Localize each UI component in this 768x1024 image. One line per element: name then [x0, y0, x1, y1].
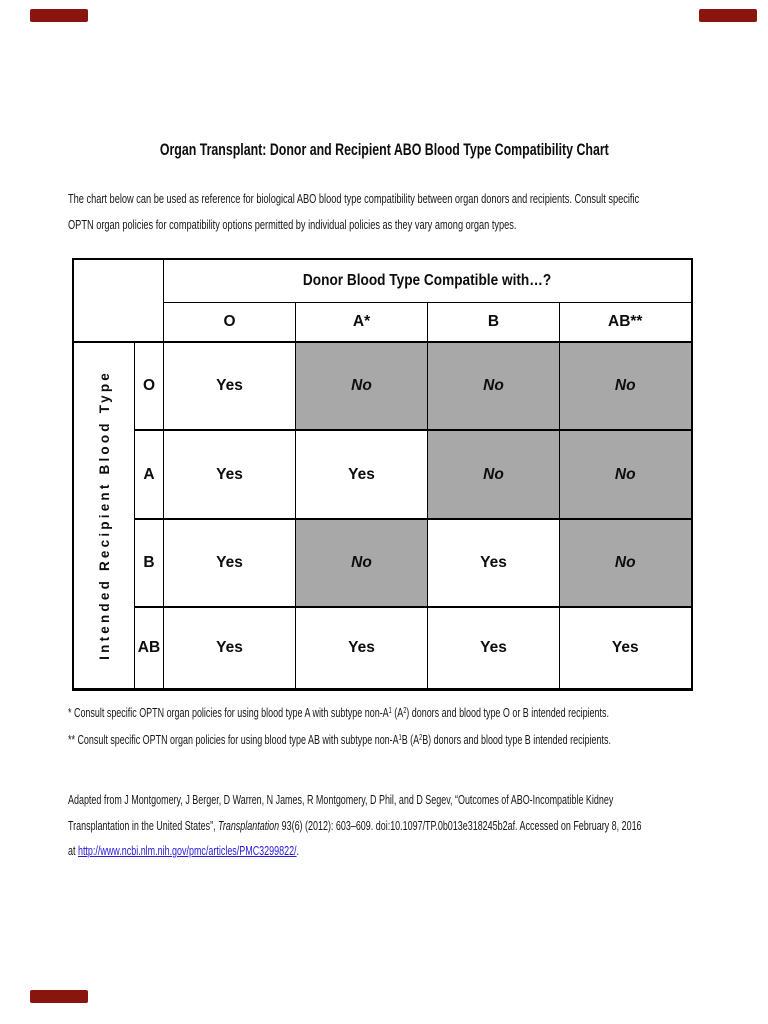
footnote-2-superscript-1: 1 — [398, 733, 402, 743]
compat-cell-recipient-B-donor-O: Yes — [163, 518, 296, 608]
footnote-1-text: * Consult specific OPTN organ policies f… — [68, 705, 389, 720]
donor-type-col-A: A* — [295, 301, 428, 343]
intro-line-2: OPTN organ policies for compatibility op… — [68, 216, 517, 232]
citation-text-2: Transplantation in the United States”, — [68, 817, 219, 833]
compat-cell-recipient-O-donor-A: No — [295, 341, 428, 431]
compat-cell-recipient-AB-donor-B: Yes — [427, 606, 560, 690]
table-corner-empty-cell — [72, 258, 164, 343]
compat-cell-recipient-O-donor-AB: No — [559, 341, 692, 431]
citation: Adapted from J Montgomery, J Berger, D W… — [68, 787, 768, 864]
footnote-1-superscript-2: 2 — [403, 706, 407, 716]
recipient-row-label-B: B — [134, 518, 164, 608]
compat-cell-recipient-AB-donor-A: Yes — [295, 606, 428, 690]
page-title-text: Organ Transplant: Donor and Recipient AB… — [159, 141, 609, 159]
citation-line-2: Transplantation in the United States”, T… — [68, 813, 642, 839]
donor-type-col-O: O — [163, 301, 296, 343]
page-corner-mark-top-right — [699, 9, 757, 22]
compat-cell-recipient-B-donor-B: Yes — [427, 518, 560, 608]
page-corner-mark-top-left — [30, 9, 88, 22]
compat-cell-recipient-A-donor-AB: No — [559, 429, 692, 520]
citation-line-1: Adapted from J Montgomery, J Berger, D W… — [68, 787, 642, 813]
citation-line-3: at http://www.ncbi.nlm.nih.gov/pmc/artic… — [68, 838, 642, 864]
footnote-1: * Consult specific OPTN organ policies f… — [68, 700, 611, 727]
recipient-row-label-AB: AB — [134, 606, 164, 690]
footnote-2: ** Consult specific OPTN organ policies … — [68, 727, 611, 754]
compat-cell-recipient-AB-donor-O: Yes — [163, 606, 296, 690]
recipient-row-label-O: O — [134, 341, 164, 431]
page-corner-mark-bottom-left — [30, 990, 88, 1003]
compat-cell-recipient-A-donor-O: Yes — [163, 429, 296, 520]
recipient-row-label-A: A — [134, 429, 164, 520]
intro-paragraph: The chart below can be used as reference… — [68, 186, 768, 237]
compat-cell-recipient-AB-donor-AB: Yes — [559, 606, 692, 690]
page-title: Organ Transplant: Donor and Recipient AB… — [0, 141, 768, 160]
footnote-2-end: B) donors and blood type B intended reci… — [422, 732, 611, 747]
recipient-axis-cell: Intended Recipient Blood Type — [72, 341, 135, 690]
donor-type-col-B: B — [427, 301, 560, 343]
recipient-axis-label: Intended Recipient Blood Type — [96, 370, 112, 661]
donor-axis-header-text: Donor Blood Type Compatible with…? — [303, 271, 552, 289]
compat-cell-recipient-O-donor-O: Yes — [163, 341, 296, 431]
citation-text-3: 93(6) (2012): 603–609. doi:10.1097/TP.0b… — [279, 817, 642, 833]
compat-cell-recipient-A-donor-A: Yes — [295, 429, 428, 520]
compatibility-table: Donor Blood Type Compatible with…? O A* … — [72, 258, 693, 691]
citation-period: . — [296, 843, 300, 858]
pmc-article-link[interactable]: http://www.ncbi.nlm.nih.gov/pmc/articles… — [77, 843, 297, 858]
citation-text-4: at — [68, 843, 78, 858]
compat-cell-recipient-A-donor-B: No — [427, 429, 560, 520]
footnote-2-text: ** Consult specific OPTN organ policies … — [68, 732, 399, 747]
footnotes: * Consult specific OPTN organ policies f… — [68, 700, 768, 754]
footnote-1-end: ) donors and blood type O or B intended … — [406, 705, 609, 720]
donor-axis-header: Donor Blood Type Compatible with…? — [163, 258, 692, 303]
intro-line-1: The chart below can be used as reference… — [68, 191, 640, 206]
footnote-1-superscript-1: 1 — [388, 706, 392, 716]
journal-name: Transplantation — [218, 817, 280, 833]
donor-type-col-AB: AB** — [559, 301, 692, 343]
footnote-2-superscript-2: 2 — [419, 733, 423, 743]
footnote-2-mid: B (A — [401, 732, 420, 747]
citation-text-1: Adapted from J Montgomery, J Berger, D W… — [68, 792, 614, 807]
footnote-1-mid: (A — [391, 705, 404, 720]
compat-cell-recipient-O-donor-B: No — [427, 341, 560, 431]
compat-cell-recipient-B-donor-A: No — [295, 518, 428, 608]
compat-cell-recipient-B-donor-AB: No — [559, 518, 692, 608]
